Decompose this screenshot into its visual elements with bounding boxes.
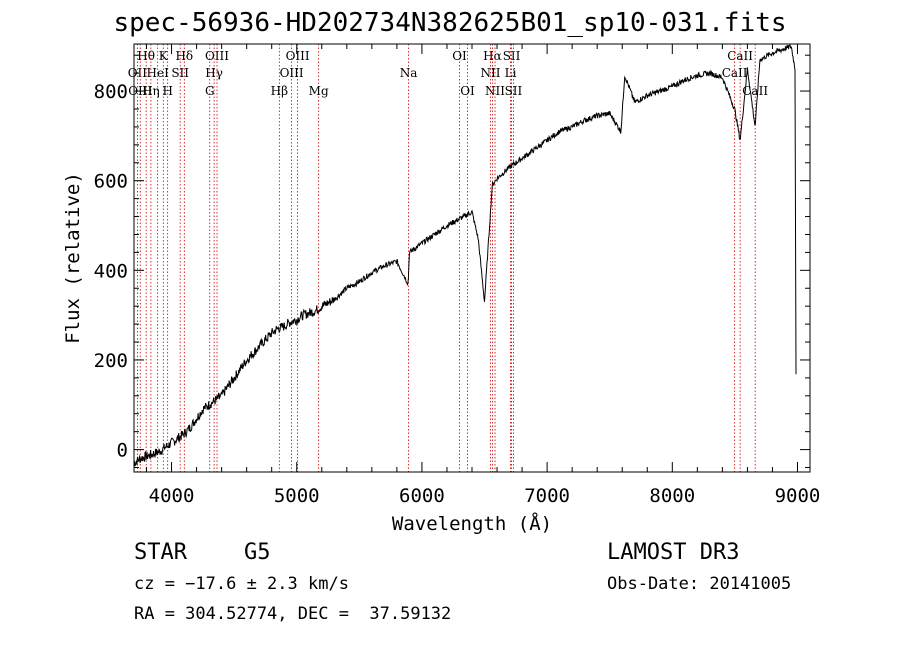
redshift-readout: cz = −17.6 ± 2.3 km/s	[134, 574, 349, 594]
ra-dec-readout: RA = 304.52774, DEC = 37.59132	[134, 604, 452, 624]
spectrum-line	[133, 44, 797, 467]
line-marker-label: Hγ	[205, 66, 223, 80]
y-axis-label: Flux (relative)	[62, 172, 84, 344]
x-axis-label: Wavelength (Å)	[392, 512, 552, 535]
x-tick-label: 6000	[399, 485, 445, 507]
line-marker-label: SII	[503, 49, 521, 63]
line-marker-label: NII	[481, 66, 501, 80]
line-marker-label: CaII	[722, 66, 748, 80]
line-marker-label: Mg	[309, 84, 329, 98]
line-marker-label: CaII	[727, 49, 753, 63]
line-marker-label: OI	[460, 84, 475, 98]
axis-ticks: 4000 5000 6000 7000 8000 9000 0 200 400 600 800	[94, 44, 821, 507]
survey-name: LAMOST DR3	[607, 540, 740, 565]
y-tick-label: 200	[94, 350, 128, 372]
x-tick-label: 9000	[775, 485, 821, 507]
line-marker-label: K	[159, 49, 169, 63]
line-marker-label: OI	[452, 49, 467, 63]
line-marker-label: Hα	[483, 49, 502, 63]
line-marker-label: NII	[485, 84, 505, 98]
y-tick-label: 800	[94, 81, 128, 103]
line-marker-label: H	[162, 84, 172, 98]
object-class: STAR	[134, 540, 187, 565]
y-tick-label: 400	[94, 260, 128, 282]
object-subclass: G5	[244, 540, 271, 565]
y-tick-label: 0	[117, 440, 128, 462]
line-marker-label: G	[205, 84, 215, 98]
y-tick-label: 600	[94, 171, 128, 193]
line-marker-label: Hδ	[175, 49, 193, 63]
line-marker-label: Na	[400, 66, 418, 80]
line-marker-label: HeI	[147, 66, 170, 80]
x-tick-label: 8000	[649, 485, 695, 507]
obs-date: Obs-Date: 20141005	[607, 574, 792, 594]
line-marker-label: SII	[171, 66, 189, 80]
line-marker-label: Li	[505, 66, 517, 80]
line-marker-label: SII	[505, 84, 523, 98]
line-marker-label: OIII	[205, 49, 229, 63]
x-tick-label: 4000	[149, 485, 195, 507]
line-marker-label: Hβ	[271, 84, 288, 98]
line-marker-label: OIII	[280, 66, 304, 80]
chart-title: spec-56936-HD202734N382625B01_sp10-031.f…	[113, 8, 787, 38]
plot-frame	[133, 43, 811, 473]
x-tick-label: 5000	[274, 485, 320, 507]
line-marker-label: Hη	[142, 84, 160, 98]
x-tick-label: 7000	[524, 485, 570, 507]
line-marker-label: CaII	[742, 84, 768, 98]
line-marker-label: OIII	[286, 49, 310, 63]
